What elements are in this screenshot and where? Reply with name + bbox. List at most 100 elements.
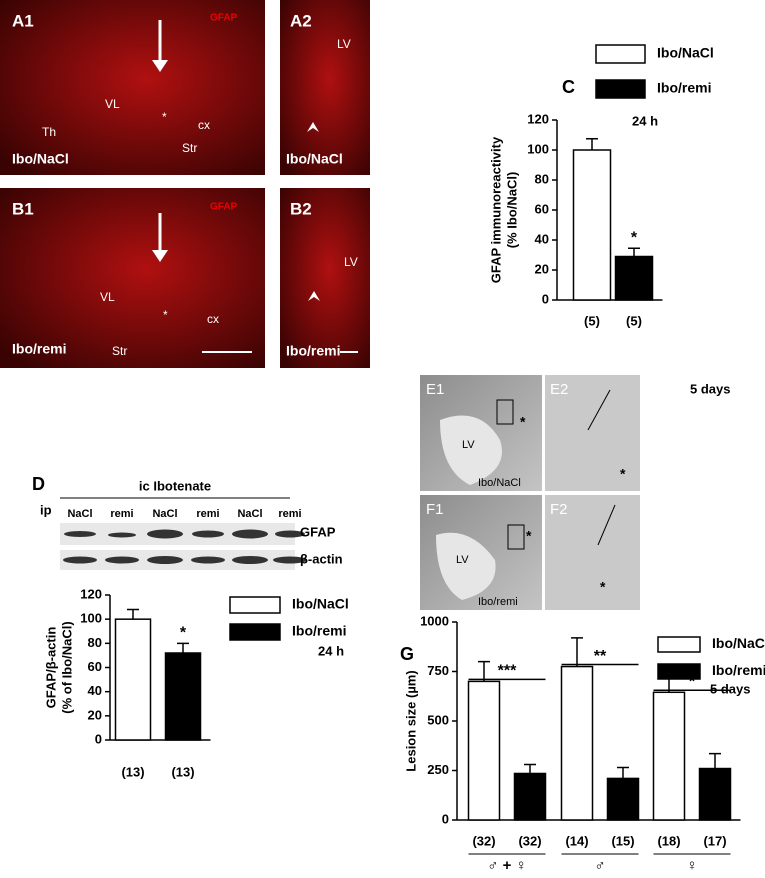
region-label: cx bbox=[207, 312, 219, 326]
note: 24 h bbox=[632, 113, 658, 128]
ventricle bbox=[436, 532, 496, 600]
image-a2 bbox=[280, 0, 370, 175]
lane-label: NaCl bbox=[237, 508, 262, 520]
y-tick-label: 80 bbox=[535, 171, 549, 186]
inset-box bbox=[507, 524, 525, 550]
legend-swatch bbox=[229, 596, 281, 614]
y-tick-label: 60 bbox=[535, 201, 549, 216]
legend-swatch bbox=[657, 663, 701, 680]
image-e2 bbox=[545, 375, 640, 491]
bar bbox=[698, 767, 732, 821]
image-f2 bbox=[545, 495, 640, 610]
y-tick-label: 100 bbox=[80, 611, 102, 626]
lane-label: NaCl bbox=[67, 508, 92, 520]
lane-label: remi bbox=[278, 508, 301, 520]
count-label: (14) bbox=[565, 833, 588, 848]
y-tick-label: 0 bbox=[542, 291, 549, 306]
region-label: VL bbox=[100, 290, 115, 304]
group-label: Ibo/NaCl bbox=[286, 151, 343, 167]
legend-swatch bbox=[229, 623, 281, 641]
legend-label: Ibo/NaCl bbox=[657, 45, 714, 61]
legend-label: Ibo/remi bbox=[712, 662, 765, 678]
region-label: LV bbox=[337, 37, 351, 51]
bar bbox=[164, 652, 202, 741]
error-bar bbox=[177, 642, 189, 653]
stain-label: GFAP bbox=[210, 13, 238, 24]
legend-swatch bbox=[595, 79, 646, 99]
error-bar bbox=[127, 608, 139, 620]
micrographs: A1 GFAP VL cx Th Str * Ibo/NaCl A2 LV Ib… bbox=[0, 0, 370, 368]
legend-label: Ibo/NaCl bbox=[712, 635, 765, 651]
y-tick-label: 1000 bbox=[420, 613, 449, 628]
region-label: cx bbox=[198, 118, 210, 132]
legend-swatch bbox=[595, 44, 646, 64]
arrow bbox=[597, 504, 616, 546]
region-label: Th bbox=[42, 125, 56, 139]
count-label: (18) bbox=[657, 833, 680, 848]
western-blot: D ic Ibotenate ip NaCl remi NaCl remi Na… bbox=[32, 474, 343, 570]
y-axis-label: GFAP/β-actin bbox=[43, 627, 58, 709]
panel-label: D bbox=[32, 474, 45, 494]
panel-label: A2 bbox=[290, 11, 312, 30]
lesion-mark: * bbox=[162, 110, 167, 124]
region-label: Str bbox=[182, 141, 197, 155]
panel-label: F2 bbox=[550, 501, 568, 518]
lesion-mark: * bbox=[163, 308, 168, 322]
error-bar bbox=[478, 660, 490, 682]
lane-label: remi bbox=[110, 508, 133, 520]
region-label: Str bbox=[112, 344, 127, 358]
count-label: (5) bbox=[626, 313, 642, 328]
panel-label: A1 bbox=[12, 11, 34, 30]
significance: ** bbox=[594, 648, 607, 665]
image-b2 bbox=[280, 188, 370, 368]
band-label: GFAP bbox=[300, 524, 336, 539]
stain-label: GFAP bbox=[210, 202, 238, 213]
panel-label: B1 bbox=[12, 199, 34, 218]
panel-label: G bbox=[400, 644, 414, 664]
legend-label: Ibo/remi bbox=[292, 623, 346, 639]
image-b1 bbox=[0, 188, 265, 368]
count-label: (5) bbox=[584, 313, 600, 328]
y-tick-label: 60 bbox=[88, 659, 102, 674]
y-tick-label: 40 bbox=[88, 683, 102, 698]
bar bbox=[560, 665, 594, 821]
histology: E1 LV * Ibo/NaCl E2 * F1 LV * Ibo/remi F… bbox=[420, 375, 730, 610]
band-label: β-actin bbox=[300, 551, 343, 566]
error-bar bbox=[709, 752, 721, 769]
y-axis-label: Lesion size (µm) bbox=[403, 670, 418, 771]
y-tick-label: 120 bbox=[80, 586, 102, 601]
y-tick-label: 20 bbox=[88, 707, 102, 722]
panel-label: E2 bbox=[550, 381, 568, 398]
bar bbox=[614, 255, 654, 301]
y-tick-label: 80 bbox=[88, 635, 102, 650]
y-tick-label: 500 bbox=[427, 712, 449, 727]
bar bbox=[606, 777, 640, 821]
significance: * bbox=[689, 674, 696, 691]
count-label: (32) bbox=[472, 833, 495, 848]
significance: * bbox=[180, 625, 187, 642]
y-axis-label: GFAP immunoreactivity bbox=[488, 136, 503, 283]
arrowhead bbox=[308, 291, 320, 301]
y-tick-label: 0 bbox=[95, 731, 102, 746]
y-tick-label: 250 bbox=[427, 762, 449, 777]
region-label: LV bbox=[462, 439, 475, 451]
group-label: Ibo/remi bbox=[286, 343, 340, 359]
group-label: Ibo/remi bbox=[478, 596, 518, 608]
lane-label: NaCl bbox=[152, 508, 177, 520]
error-bar bbox=[617, 766, 629, 779]
group-label: Ibo/remi bbox=[12, 341, 66, 357]
error-bar bbox=[571, 637, 583, 667]
bands bbox=[63, 529, 307, 564]
y-axis-label: (% of Ibo/NaCl) bbox=[59, 621, 74, 713]
x-tick-label: ♀ bbox=[686, 857, 697, 874]
y-tick-label: 120 bbox=[527, 111, 549, 126]
y-tick-label: 100 bbox=[527, 141, 549, 156]
treatment-label: ic Ibotenate bbox=[139, 478, 211, 493]
panel-label: F1 bbox=[426, 501, 444, 518]
count-label: (13) bbox=[121, 764, 144, 779]
arrow-head bbox=[152, 60, 168, 72]
route-label: ip bbox=[40, 502, 52, 517]
count-label: (32) bbox=[518, 833, 541, 848]
arrowhead bbox=[307, 122, 319, 132]
